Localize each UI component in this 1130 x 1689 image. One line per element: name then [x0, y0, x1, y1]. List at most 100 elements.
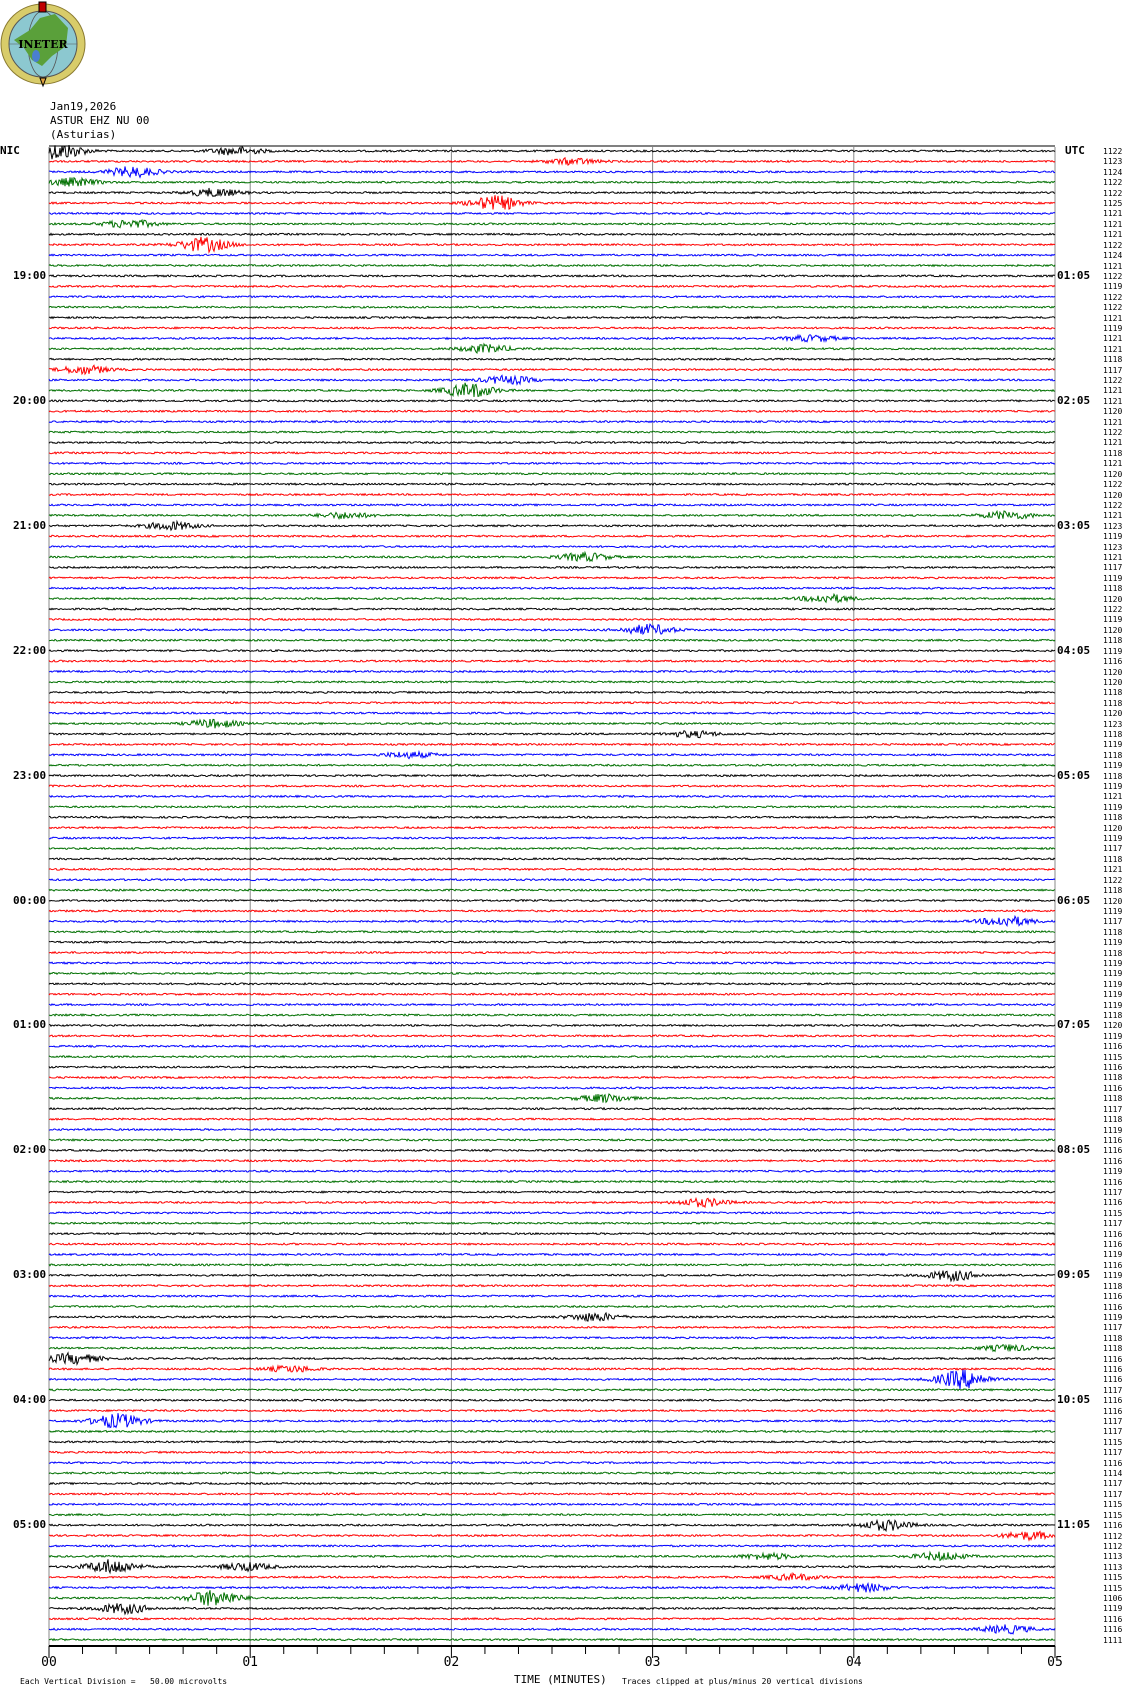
trace-row-50 [48, 669, 1056, 674]
trace-row-129 [48, 1492, 1056, 1496]
row-value: 1117 [1103, 1188, 1123, 1197]
trace-row-28 [48, 440, 1056, 445]
row-value: 1119 [1103, 1167, 1123, 1177]
trace-row-71 [48, 888, 1056, 892]
trace-row-42 [48, 586, 1056, 591]
trace-row-69 [48, 867, 1056, 872]
right-hour-label: 02:05 [1057, 393, 1091, 407]
row-value: 1122 [1103, 605, 1123, 615]
trace-row-20 [49, 357, 1056, 362]
ineter-logo: INETER [0, 1, 86, 88]
trace-row-112 [48, 1311, 1055, 1322]
row-value: 1119 [1103, 958, 1123, 968]
row-value: 1121 [1103, 334, 1123, 344]
row-value: 1119 [1103, 323, 1123, 333]
x-tick-label: 05 [1047, 1655, 1063, 1670]
trace-row-61 [48, 784, 1056, 788]
row-value: 1118 [1103, 729, 1123, 739]
row-value: 1116 [1103, 1614, 1123, 1624]
row-value: 1113 [1103, 1562, 1123, 1572]
row-value: 1116 [1103, 1625, 1123, 1635]
trace-row-114 [48, 1335, 1056, 1340]
trace-row-36 [48, 519, 1056, 532]
row-value: 1116 [1103, 657, 1123, 667]
row-value: 1118 [1103, 927, 1123, 937]
trace-row-8 [48, 232, 1056, 237]
trace-row-3 [48, 176, 1056, 187]
row-value: 1112 [1103, 1531, 1123, 1541]
trace-row-29 [48, 451, 1056, 455]
trace-row-26 [48, 419, 1056, 424]
trace-row-80 [48, 981, 1056, 986]
row-value: 1118 [1103, 688, 1123, 698]
trace-row-81 [48, 992, 1055, 997]
trace-row-7 [48, 218, 1056, 229]
row-value: 1122 [1103, 271, 1123, 281]
trace-row-52 [48, 690, 1056, 695]
row-value: 1122 [1103, 428, 1123, 438]
row-value: 1116 [1103, 1406, 1123, 1416]
row-value: 1117 [1103, 1489, 1123, 1499]
right-hour-label: 04:05 [1057, 643, 1091, 657]
row-value: 1119 [1103, 990, 1123, 1000]
row-value: 1119 [1103, 906, 1123, 916]
row-value: 1119 [1103, 573, 1123, 583]
row-value: 1118 [1103, 948, 1123, 958]
trace-row-0 [48, 145, 1056, 160]
row-value: 1121 [1103, 344, 1123, 354]
trace-row-10 [48, 253, 1056, 258]
row-value: 1119 [1103, 740, 1123, 750]
trace-row-137 [48, 1571, 1056, 1582]
row-value: 1118 [1103, 750, 1123, 760]
row-value: 1115 [1103, 1500, 1123, 1510]
row-value: 1115 [1103, 1437, 1123, 1447]
row-value: 1116 [1103, 1260, 1123, 1270]
row-value: 1122 [1103, 147, 1123, 156]
row-value: 1121 [1103, 417, 1123, 427]
trace-row-109 [48, 1283, 1056, 1288]
row-value: 1123 [1103, 719, 1123, 729]
trace-row-27 [48, 430, 1056, 434]
row-value: 1116 [1103, 1177, 1123, 1187]
trace-row-86 [48, 1044, 1056, 1049]
row-value: 1119 [1103, 938, 1123, 948]
trace-row-67 [48, 846, 1056, 851]
row-value: 1119 [1103, 1312, 1123, 1322]
row-value: 1123 [1103, 521, 1123, 531]
row-value: 1120 [1103, 469, 1123, 479]
row-value: 1115 [1103, 1510, 1123, 1520]
row-value: 1122 [1103, 240, 1123, 250]
trace-row-132 [48, 1518, 1056, 1533]
row-value: 1116 [1103, 1135, 1123, 1145]
trace-row-4 [48, 187, 1056, 198]
trace-row-49 [48, 659, 1056, 663]
row-value: 1118 [1103, 636, 1123, 646]
row-value: 1118 [1103, 1073, 1123, 1083]
row-value: 1122 [1103, 480, 1123, 490]
row-value: 1118 [1103, 355, 1123, 365]
left-hour-label: 23:00 [13, 768, 47, 782]
row-value: 1116 [1103, 1375, 1123, 1385]
trace-row-39 [48, 550, 1055, 563]
trace-row-103 [48, 1221, 1056, 1226]
row-value: 1115 [1103, 1573, 1123, 1583]
trace-row-12 [48, 274, 1055, 278]
trace-row-32 [48, 482, 1056, 486]
trace-row-59 [48, 763, 1056, 768]
trace-row-130 [48, 1502, 1056, 1507]
clip-note: Traces clipped at plus/minus 20 vertical… [622, 1677, 863, 1686]
row-value: 1119 [1103, 532, 1123, 542]
trace-row-105 [48, 1242, 1056, 1246]
trace-row-84 [49, 1023, 1056, 1028]
x-axis-title: TIME (MINUTES) [514, 1673, 607, 1686]
trace-row-135 [48, 1550, 1056, 1562]
trace-row-70 [48, 877, 1056, 882]
row-value: 1121 [1103, 230, 1123, 240]
trace-row-122 [48, 1413, 1056, 1429]
row-value: 1117 [1103, 917, 1123, 927]
row-value: 1115 [1103, 1208, 1123, 1218]
row-value: 1122 [1103, 188, 1123, 198]
row-value: 1118 [1103, 771, 1123, 781]
location-label: (Asturias) [50, 128, 117, 141]
row-value: 1117 [1103, 563, 1123, 573]
